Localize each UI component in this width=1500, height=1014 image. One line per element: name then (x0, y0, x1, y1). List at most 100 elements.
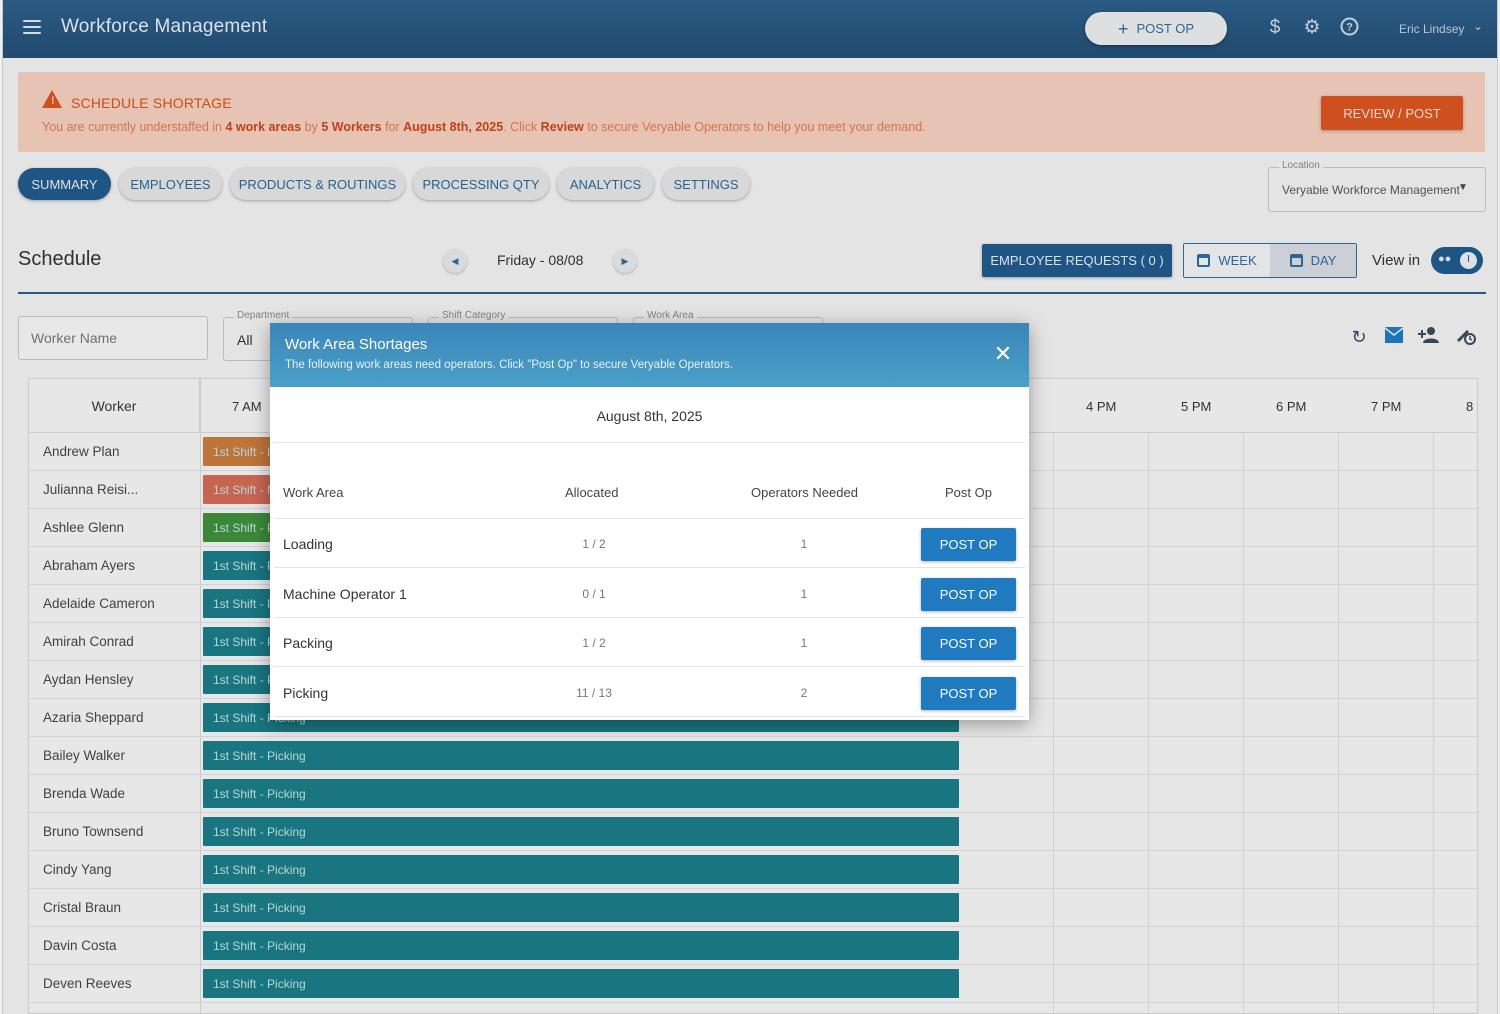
location-label: Location (1279, 160, 1323, 171)
table-row: Cristal Braun 1st Shift - Picking (29, 889, 1479, 927)
worker-name[interactable]: Bruno Townsend (43, 824, 144, 839)
worker-name[interactable]: Cindy Yang (43, 862, 112, 877)
allocated-count: 1 / 2 (582, 537, 606, 551)
modal-subtitle: The following work areas need operators.… (285, 359, 733, 371)
shift-bar[interactable]: 1st Shift - Picking (203, 969, 959, 998)
svg-text:?: ? (1346, 22, 1353, 34)
shift-bar[interactable]: 1st Shift - Picking (203, 855, 959, 884)
grid-divider (200, 379, 201, 1014)
dollar-icon[interactable]: $ (1269, 17, 1281, 38)
shift-label: 1st Shift - P (213, 521, 276, 535)
shift-bar[interactable]: 1st Shift - Picking (203, 741, 959, 770)
work-area-name: Picking (283, 684, 329, 701)
post-op-button[interactable]: POST OP (921, 627, 1016, 660)
time-off-icon[interactable] (1454, 326, 1478, 348)
add-person-icon[interactable] (1417, 326, 1441, 348)
day-button[interactable]: DAY (1270, 244, 1356, 277)
people-icon: ●● (1438, 253, 1452, 265)
shift-label: 1st Shift - P (213, 673, 276, 687)
operators-needed-count: 2 (800, 685, 808, 700)
worker-name[interactable]: Julianna Reisi... (43, 482, 139, 497)
shift-bar[interactable]: 1st Shift - Picking (203, 893, 959, 922)
employee-requests-button[interactable]: EMPLOYEE REQUESTS ( 0 ) (982, 244, 1172, 277)
allocated-count: 0 / 1 (582, 586, 606, 601)
hour-label: 8 (1466, 399, 1474, 414)
banner-title: SCHEDULE SHORTAGE (71, 95, 232, 111)
shift-bar[interactable]: 1st Shift - Picking (203, 779, 959, 808)
post-op-button[interactable]: POST OP (921, 577, 1016, 611)
column-header-allocated: Allocated (565, 485, 619, 500)
grid-line (1338, 433, 1339, 1014)
column-header-post-op: Post Op (945, 485, 992, 500)
worker-name[interactable]: Aydan Hensley (43, 672, 134, 687)
worker-name[interactable]: Andrew Plan (43, 444, 120, 459)
column-header-work-area: Work Area (283, 485, 344, 500)
modal-divider (274, 518, 1025, 519)
worker-name[interactable]: Brenda Wade (43, 786, 126, 801)
shift-bar[interactable]: 1st Shift - Picking (203, 931, 959, 960)
gear-icon[interactable]: ⚙ (1303, 17, 1321, 38)
worker-name[interactable]: Deven Reeves (43, 976, 132, 991)
post-op-button[interactable]: POST OP (921, 528, 1016, 561)
week-label: WEEK (1218, 253, 1257, 268)
hamburger-menu-icon[interactable] (23, 20, 41, 34)
shift-label: 1st Shift - L (213, 445, 274, 459)
current-date: Friday - 08/08 (497, 252, 584, 268)
warning-icon: ! (42, 90, 62, 108)
shift-label: 1st Shift - Picking (213, 977, 306, 991)
tab-summary[interactable]: SUMMARY (18, 168, 111, 200)
shift-label: 1st Shift - Picking (213, 787, 306, 801)
table-row: Cindy Yang 1st Shift - Picking (29, 851, 1479, 889)
previous-day-button[interactable]: ◀ (443, 249, 467, 273)
work-area-label: Work Area (644, 310, 697, 321)
refresh-icon[interactable]: ↻ (1351, 327, 1367, 347)
modal-header: Work Area Shortages The following work a… (270, 323, 1029, 387)
next-day-button[interactable]: ▶ (613, 249, 637, 273)
post-op-label: POST OP (1136, 21, 1195, 36)
post-op-button[interactable]: POST OP (921, 676, 1016, 710)
grid-line (1433, 433, 1434, 1014)
allocated-count: 1 / 2 (582, 636, 606, 650)
worker-name[interactable]: Azaria Sheppard (43, 710, 144, 725)
worker-name[interactable]: Adelaide Cameron (43, 596, 155, 611)
shift-label: 1st Shift - Picking (213, 901, 306, 915)
worker-name[interactable]: Davin Costa (43, 938, 117, 953)
tab-settings[interactable]: SETTINGS (662, 168, 750, 200)
tab-employees[interactable]: EMPLOYEES (119, 168, 222, 200)
email-icon[interactable] (1382, 326, 1406, 348)
post-op-button[interactable]: + POST OP (1085, 12, 1227, 45)
schedule-title: Schedule (18, 248, 102, 270)
week-button[interactable]: WEEK (1184, 244, 1270, 277)
tab-analytics[interactable]: ANALYTICS (557, 168, 654, 200)
shift-bar[interactable]: 1st Shift - Picking (203, 817, 959, 846)
grid-line (1148, 433, 1149, 1014)
worker-name[interactable]: Abraham Ayers (43, 558, 136, 573)
close-icon[interactable]: ✕ (993, 341, 1013, 366)
view-mode-toggle[interactable]: ●● (1431, 247, 1483, 274)
calendar-icon (1289, 254, 1303, 267)
worker-name-input[interactable] (18, 316, 208, 360)
grid-line (1053, 433, 1054, 1014)
worker-name[interactable]: Ashlee Glenn (43, 520, 125, 535)
worker-name[interactable]: Amirah Conrad (43, 634, 134, 649)
worker-name[interactable]: Cristal Braun (43, 900, 122, 915)
work-area-shortages-modal: Work Area Shortages The following work a… (270, 323, 1029, 720)
worker-name[interactable]: Bailey Walker (43, 748, 126, 763)
tab-products-routings[interactable]: PRODUCTS & ROUTINGS (230, 168, 405, 200)
help-icon[interactable]: ? (1338, 17, 1360, 42)
hour-label: 7 PM (1371, 399, 1402, 414)
schedule-shortage-banner: ! SCHEDULE SHORTAGE You are currently un… (18, 72, 1485, 152)
shift-label: 1st Shift - Picking (213, 749, 306, 763)
location-select[interactable]: Location Veryable Workforce Management ▼ (1268, 160, 1486, 212)
user-name[interactable]: Eric Lindsey (1399, 22, 1465, 36)
shift-label: 1st Shift - Picking (213, 863, 306, 877)
chevron-down-icon[interactable]: ⌄ (1473, 19, 1484, 33)
calendar-icon (1197, 254, 1211, 267)
review-post-button[interactable]: REVIEW / POST (1321, 96, 1463, 130)
allocated-count: 11 / 13 (576, 685, 612, 700)
tab-processing-qty[interactable]: PROCESSING QTY (413, 168, 549, 200)
department-value: All (237, 332, 253, 348)
modal-date: August 8th, 2025 (596, 408, 703, 424)
banner-message: You are currently understaffed in 4 work… (42, 120, 926, 134)
table-row: Davin Costa 1st Shift - Picking (29, 927, 1479, 965)
